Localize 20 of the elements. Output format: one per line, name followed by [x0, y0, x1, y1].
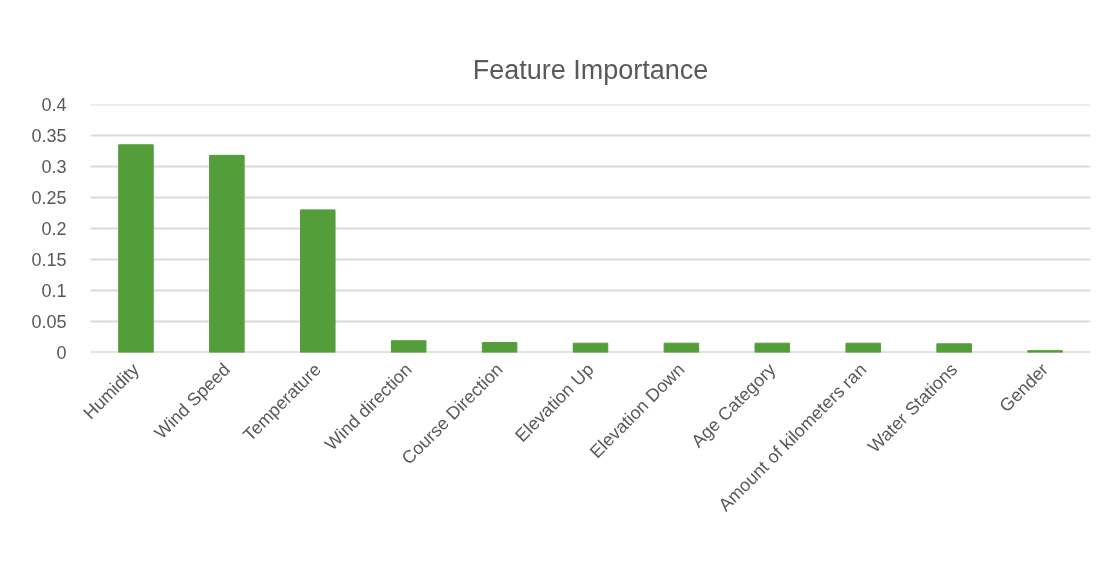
y-tick-label: 0.3 [41, 157, 67, 177]
bar [754, 342, 791, 353]
bar [481, 342, 518, 353]
y-tick-label: 0.35 [31, 126, 67, 146]
bar [209, 154, 245, 353]
y-tick-label: 0.05 [31, 312, 67, 332]
bar [572, 342, 609, 353]
bar [936, 343, 972, 353]
bar [118, 144, 154, 353]
y-tick-label: 0.1 [41, 281, 67, 301]
chart-title: Feature Importance [472, 54, 709, 85]
bar [300, 209, 336, 353]
y-tick-label: 0.2 [41, 219, 67, 239]
y-tick-label: 0 [56, 343, 67, 363]
bar [663, 342, 700, 353]
bar [845, 342, 881, 353]
y-tick-label: 0.15 [31, 250, 67, 270]
y-tick-label: 0.4 [41, 95, 67, 115]
y-tick-label: 0.25 [31, 188, 67, 208]
bar [390, 340, 427, 353]
